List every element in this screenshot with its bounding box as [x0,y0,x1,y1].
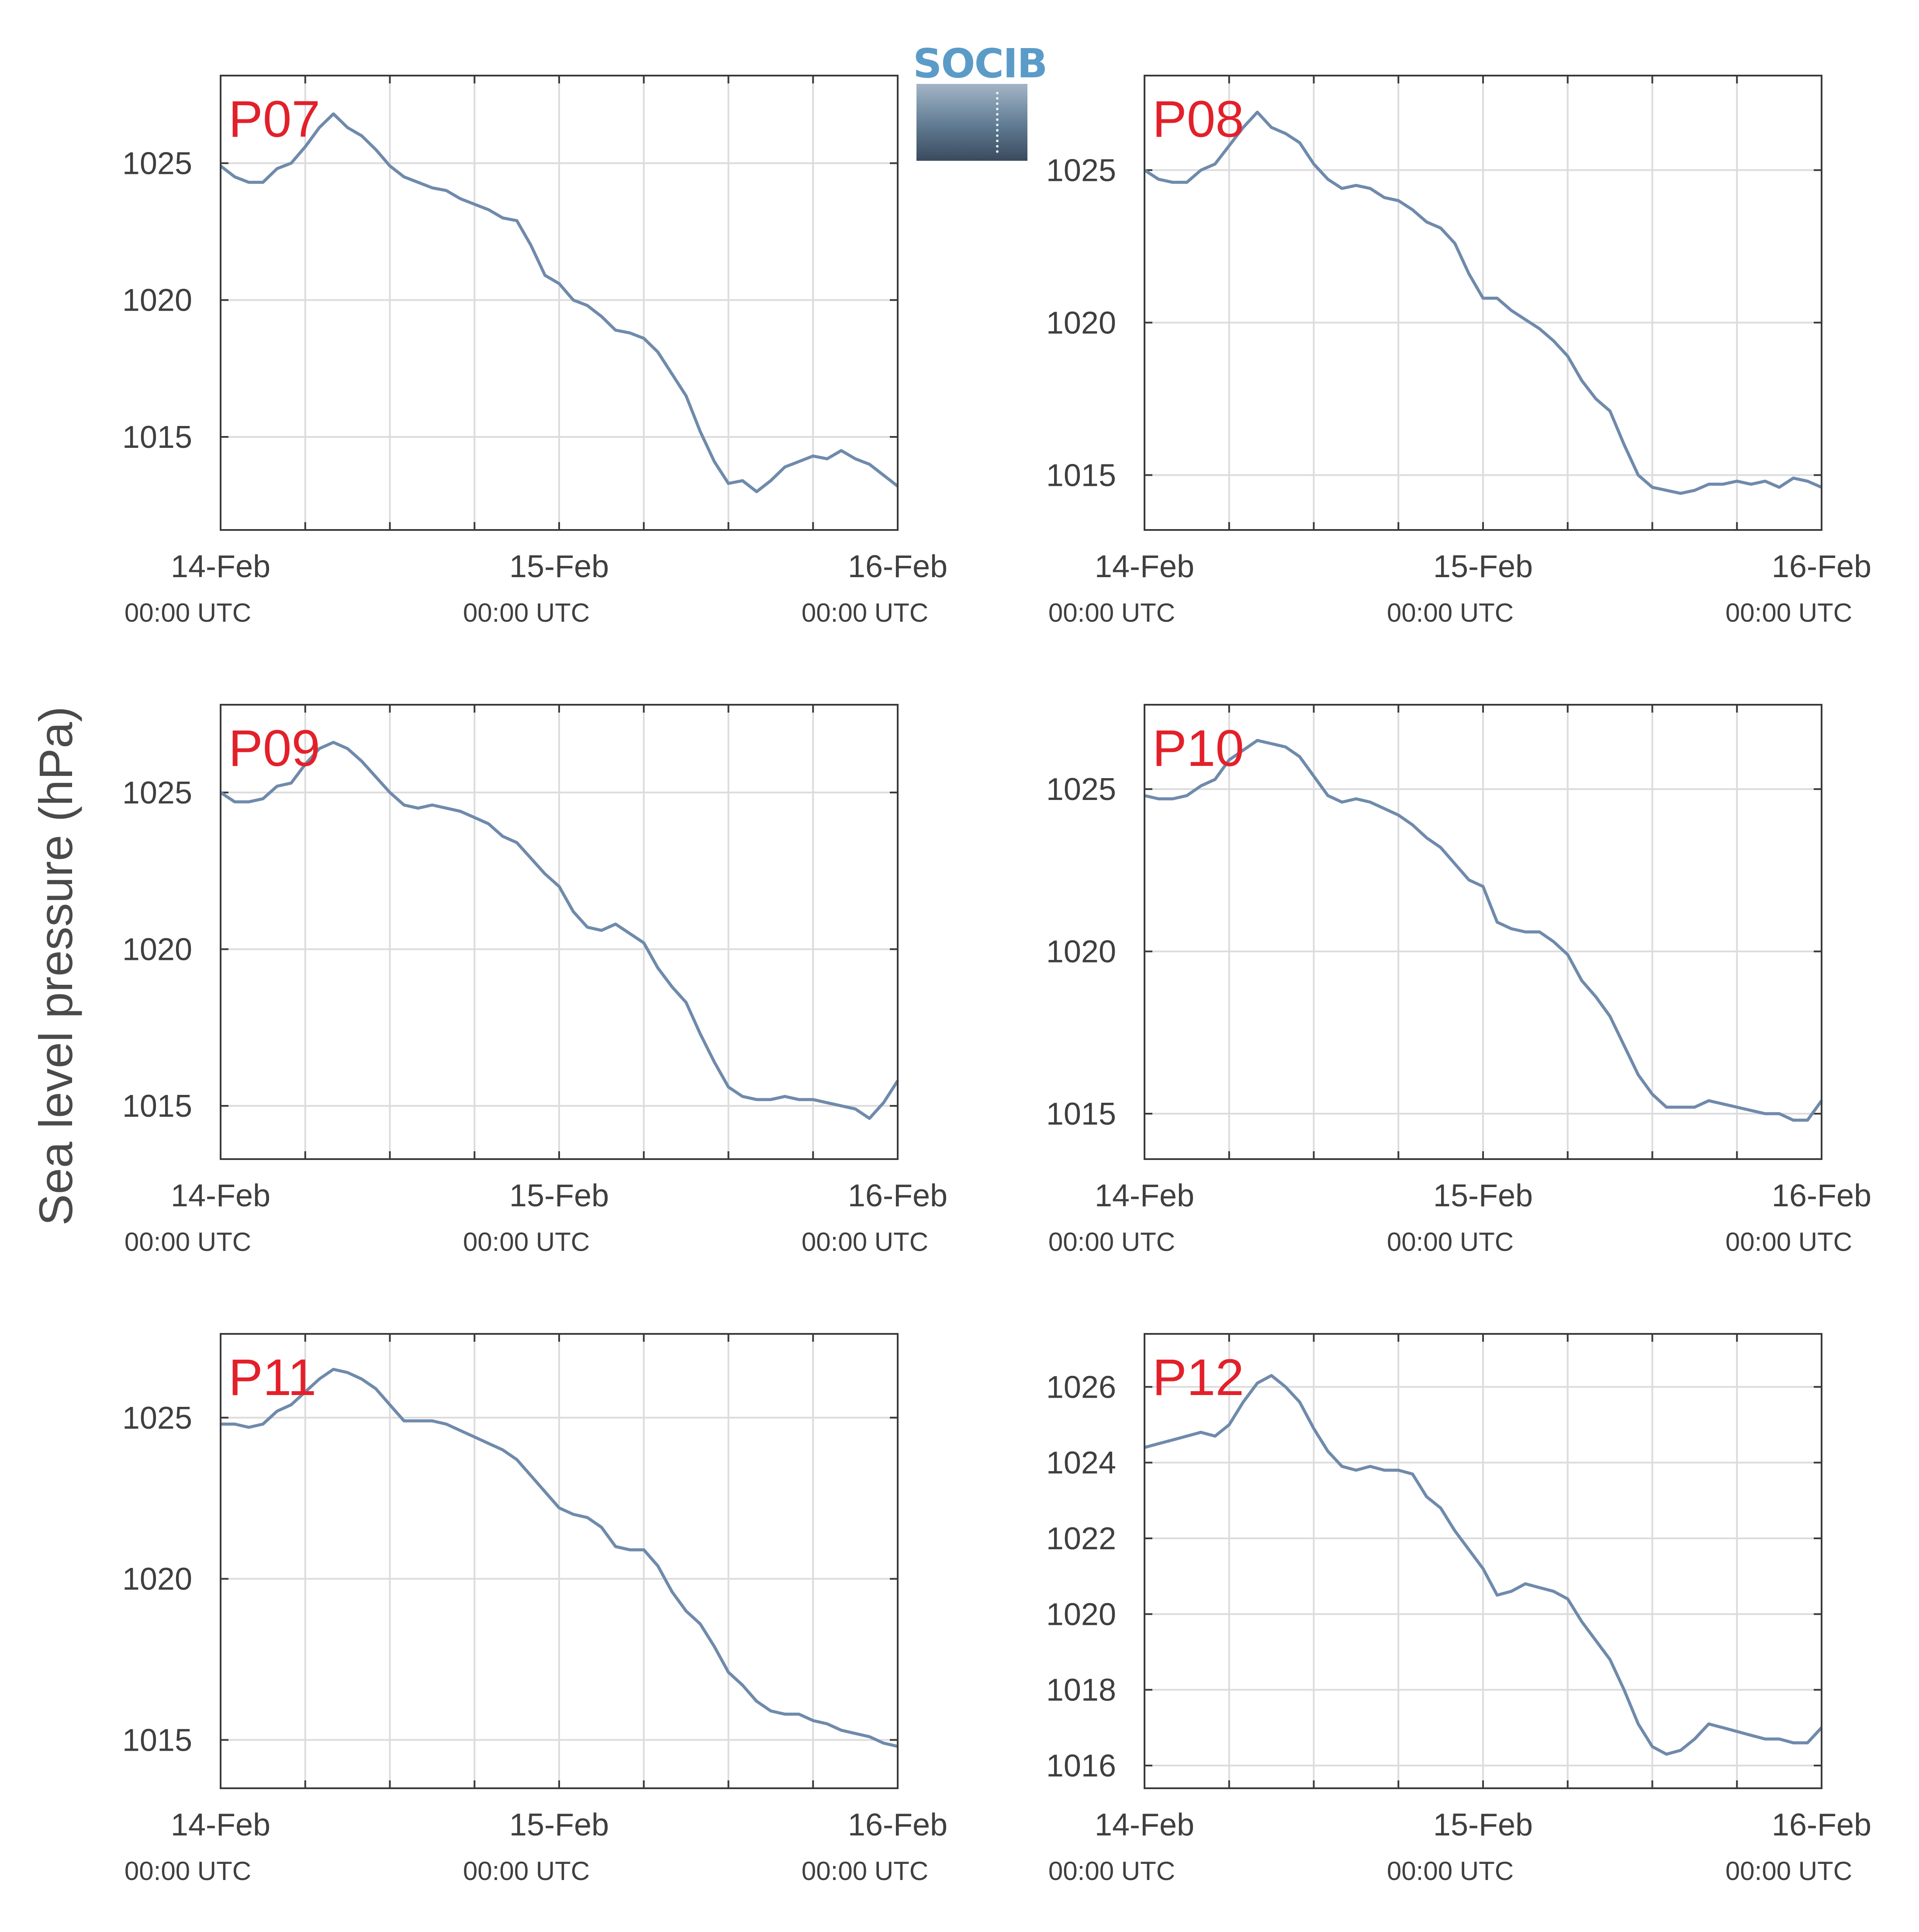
x-tick-label-time: 00:00 UTC [463,1227,590,1257]
axes-frame [220,1333,899,1789]
y-tick-label: 1020 [122,283,192,318]
x-tick-label-date: 15-Feb [1433,1807,1533,1842]
y-tick-label: 1025 [122,146,192,181]
x-tick-label-date: 15-Feb [509,1178,609,1213]
y-tick-label: 1025 [1046,153,1116,188]
x-tick-label-time: 00:00 UTC [1387,598,1514,627]
y-tick-label: 1024 [1046,1446,1116,1481]
x-tick-label-date: 16-Feb [1772,549,1871,584]
station-label-p10: P10 [1152,720,1244,777]
station-label-p09: P09 [228,720,320,777]
pressure-series-line-p08 [1144,111,1822,495]
y-tick-label: 1022 [1046,1521,1116,1556]
station-label-p11: P11 [228,1349,316,1406]
y-tick-label: 1020 [1046,1597,1116,1632]
x-tick-label-time: 00:00 UTC [463,598,590,627]
socib-logo-mark [996,92,999,153]
x-tick-label-date: 14-Feb [171,1178,270,1213]
x-tick-label-time: 00:00 UTC [124,1856,251,1886]
y-tick-label: 1015 [122,1723,192,1758]
x-tick-label-time: 00:00 UTC [802,1227,928,1257]
y-tick-label: 1015 [122,1089,192,1124]
chart-panel-p10: 1015 1020 1025 14-Feb 00:00 UTC 15-Feb 00:00 U… [1046,704,1871,1257]
y-tick-label: 1020 [1046,305,1116,340]
x-tick-label-date: 16-Feb [848,549,947,584]
x-tick-label-date: 14-Feb [171,549,270,584]
pressure-series-line-p11 [221,1368,898,1748]
socib-logo: SOCIB [913,40,1048,166]
x-tick-label-time: 00:00 UTC [1048,598,1175,627]
x-tick-label-date: 14-Feb [171,1807,270,1842]
x-tick-label-date: 16-Feb [1772,1178,1871,1213]
x-tick-label-time: 00:00 UTC [124,598,251,627]
station-label-p07: P07 [228,90,320,148]
chart-panel-p11: 1015 1020 1025 14-Feb 00:00 UTC 15-Feb 00:00 U… [122,1333,947,1886]
y-tick-label: 1015 [1046,458,1116,493]
x-tick-label-time: 00:00 UTC [1387,1227,1514,1257]
chart-panel-p07: 1015 1020 1025 14-Feb 00:00 UTC 15-Feb 00:00 U… [122,75,947,627]
x-tick-label-time: 00:00 UTC [1048,1227,1175,1257]
y-tick-label: 1020 [122,1562,192,1597]
x-tick-label-time: 00:00 UTC [802,598,928,627]
chart-panel-p12: 1016 1018 1020 1022 1024 1026 14-Feb 00:00 UTC 1… [1046,1333,1871,1886]
x-tick-label-time: 00:00 UTC [124,1227,251,1257]
chart-panel-p08: 1015 1020 1025 14-Feb 00:00 UTC 15-Feb 00:00 U… [1046,75,1871,627]
axes-frame [220,704,899,1160]
y-tick-label: 1025 [122,776,192,810]
x-tick-label-time: 00:00 UTC [802,1856,928,1886]
station-label-p08: P08 [1152,90,1244,148]
y-tick-label: 1025 [1046,772,1116,807]
y-tick-label: 1026 [1046,1370,1116,1405]
x-tick-label-time: 00:00 UTC [1387,1856,1514,1886]
x-tick-label-date: 15-Feb [509,549,609,584]
figure-ylabel: Sea level pressure (hPa) [29,706,82,1226]
x-tick-label-time: 00:00 UTC [1725,1856,1852,1886]
x-tick-label-time: 00:00 UTC [1725,598,1852,627]
axes-frame [1144,704,1822,1160]
x-tick-label-time: 00:00 UTC [463,1856,590,1886]
y-tick-label: 1015 [1046,1097,1116,1132]
x-tick-label-date: 15-Feb [1433,1178,1533,1213]
axes-frame [220,75,899,531]
x-tick-label-time: 00:00 UTC [1048,1856,1175,1886]
pressure-series-line-p10 [1144,739,1823,1122]
x-tick-label-date: 15-Feb [509,1807,609,1842]
x-tick-label-date: 16-Feb [1772,1807,1871,1842]
axes-frame [1144,1333,1822,1789]
pressure-series-line-p09 [220,741,899,1120]
pressure-series-line-p12 [1144,1374,1823,1756]
y-tick-label: 1020 [1046,935,1116,969]
pressure-series-line-p07 [219,112,899,493]
x-tick-label-date: 15-Feb [1433,549,1533,584]
axes-frame [1144,75,1822,531]
station-label-p12: P12 [1152,1349,1244,1406]
y-tick-label: 1025 [122,1401,192,1436]
y-tick-label: 1018 [1046,1673,1116,1708]
x-tick-label-date: 14-Feb [1095,1178,1194,1213]
x-tick-label-date: 14-Feb [1095,1807,1194,1842]
x-tick-label-date: 16-Feb [848,1807,947,1842]
y-tick-label: 1015 [122,420,192,455]
x-tick-label-date: 16-Feb [848,1178,947,1213]
x-tick-label-time: 00:00 UTC [1725,1227,1852,1257]
y-tick-label: 1016 [1046,1748,1116,1783]
chart-panel-p09: 1015 1020 1025 14-Feb 00:00 UTC 15-Feb 00:00 U… [122,704,947,1257]
y-tick-label: 1020 [122,932,192,967]
x-tick-label-date: 14-Feb [1095,549,1194,584]
socib-logo-text: SOCIB [913,40,1048,87]
socib-logo-graphic [916,84,1027,161]
